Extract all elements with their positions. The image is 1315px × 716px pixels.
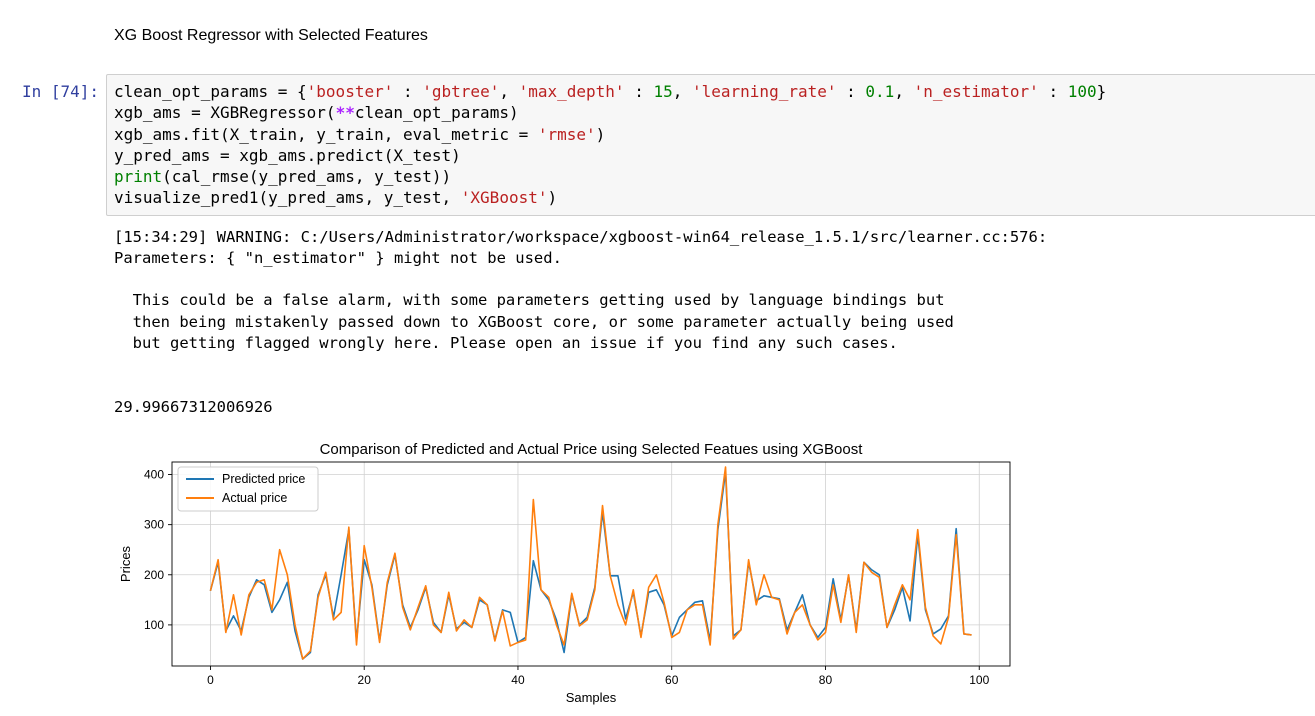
comparison-line-chart: Comparison of Predicted and Actual Price… <box>118 441 1011 705</box>
code-line-1: clean_opt_params = {'booster' : 'gbtree'… <box>114 82 1107 101</box>
output-rmse-value: 29.99667312006926 <box>114 398 273 416</box>
x-axis-label: Samples <box>566 690 617 705</box>
plot-frame <box>171 461 1011 667</box>
markdown-heading: XG Boost Regressor with Selected Feature… <box>114 27 428 44</box>
output-warning-line-4: then being mistakenly passed down to XGB… <box>114 313 954 331</box>
output-warning-line-3: This could be a false alarm, with some p… <box>114 291 945 309</box>
x-tick-label: 40 <box>511 673 525 687</box>
output-warning-line-1: [15:34:29] WARNING: C:/Users/Administrat… <box>114 228 1048 246</box>
code-line-4: y_pred_ams = xgb_ams.predict(X_test) <box>114 145 461 165</box>
code-line-5: print(cal_rmse(y_pred_ams, y_test)) <box>114 167 452 187</box>
code-line-2: xgb_ams = XGBRegressor(**clean_opt_param… <box>114 103 519 123</box>
code-text[interactable]: clean_opt_params = {'booster' : 'gbtree'… <box>114 81 1106 209</box>
legend-label-predicted: Predicted price <box>222 472 305 486</box>
y-tick-label: 300 <box>144 518 164 532</box>
series-line-predicted <box>209 471 972 660</box>
y-tick-label: 100 <box>144 618 164 632</box>
y-axis-label: Prices <box>118 545 133 582</box>
cell-prompt: In [74]: <box>22 82 100 101</box>
chart-title: Comparison of Predicted and Actual Price… <box>320 441 864 458</box>
legend-label-actual: Actual price <box>222 491 287 505</box>
code-line-6: visualize_pred1(y_pred_ams, y_test, 'XGB… <box>114 188 558 208</box>
y-tick-label: 200 <box>144 568 164 582</box>
output-warning-line-5: but getting flagged wrongly here. Please… <box>114 334 898 352</box>
x-tick-label: 80 <box>819 673 833 687</box>
x-tick-label: 60 <box>665 673 679 687</box>
x-tick-label: 20 <box>358 673 372 687</box>
output-warning-line-2: Parameters: { "n_estimator" } might not … <box>114 249 562 267</box>
code-line-3: xgb_ams.fit(X_train, y_train, eval_metri… <box>114 124 606 144</box>
series-line-actual <box>209 466 972 660</box>
x-tick-label: 0 <box>207 673 214 687</box>
code-cell-input[interactable]: clean_opt_params = {'booster' : 'gbtree'… <box>106 74 1315 216</box>
x-tick-label: 100 <box>969 673 989 687</box>
y-tick-label: 400 <box>144 468 164 482</box>
